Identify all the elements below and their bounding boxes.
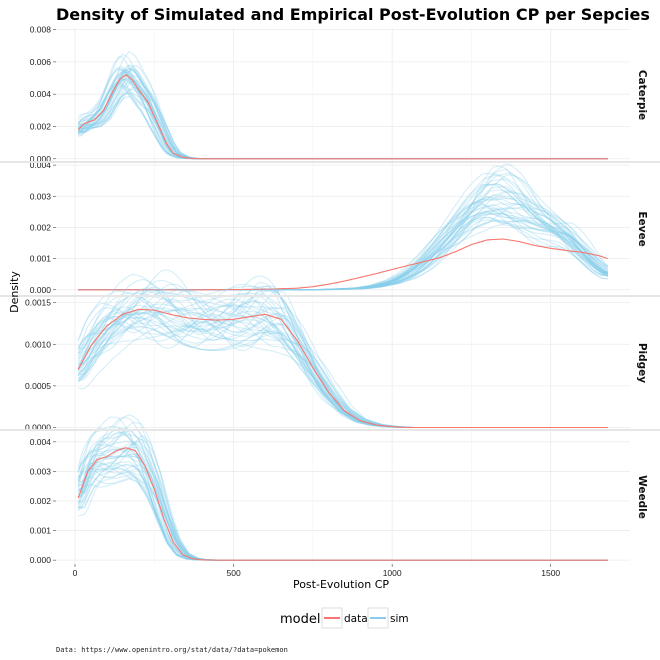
panel-background — [56, 28, 630, 162]
panel-background — [56, 162, 630, 296]
y-tick-label: 0.0000 — [25, 423, 51, 433]
y-tick-label: 0.004 — [30, 437, 52, 447]
y-tick-label: 0.003 — [30, 466, 52, 476]
caption: Data: https://www.openintro.org/stat/dat… — [56, 646, 288, 654]
facet-strip: Caterpie — [630, 28, 660, 162]
strip-background — [630, 28, 660, 162]
facet-strip: Pidgey — [630, 296, 660, 430]
y-tick-label: 0.002 — [30, 222, 52, 232]
strip-background — [630, 430, 660, 564]
legend: model data sim — [280, 607, 409, 629]
chart-title: Density of Simulated and Empirical Post-… — [56, 5, 650, 24]
x-tick-label: 1500 — [541, 568, 560, 578]
y-tick-label: 0.002 — [30, 496, 52, 506]
strip-background — [630, 162, 660, 296]
y-tick-label: 0.008 — [30, 25, 52, 35]
y-tick-label: 0.000 — [30, 285, 52, 295]
panel-background — [56, 296, 630, 430]
x-tick-label: 500 — [226, 568, 240, 578]
y-tick-label: 0.000 — [30, 154, 52, 164]
y-tick-label: 0.003 — [30, 191, 52, 201]
y-tick-label: 0.006 — [30, 57, 52, 67]
facet-strip: Eevee — [630, 162, 660, 296]
panel-caterpie: 0.000 0.002 0.004 0.006 0.008 Caterpie — [30, 25, 660, 164]
data-curve — [77, 447, 608, 561]
y-tick-label: 0.000 — [30, 555, 52, 565]
y-tick-label: 0.004 — [30, 89, 52, 99]
y-tick-label: 0.001 — [30, 526, 52, 536]
x-axis-label: Post-Evolution CP — [293, 578, 389, 591]
panel-background — [56, 430, 630, 564]
facet-panels: 0.0000.0020.0040.0060.008Caterpie0.0000.… — [0, 25, 660, 578]
data-curve — [77, 74, 608, 160]
x-tick-label: 0 — [73, 568, 78, 578]
y-tick-label: 0.004 — [30, 160, 52, 170]
legend-title: model — [280, 612, 320, 627]
legend-label-data: data — [344, 613, 368, 625]
y-tick-label: 0.0015 — [25, 298, 51, 308]
y-tick-label: 0.002 — [30, 121, 52, 131]
strip-label: Eevee — [636, 211, 648, 246]
data-curve — [78, 238, 608, 291]
data-curve — [77, 308, 608, 429]
panel-eevee: 0.000 0.001 0.002 0.003 0.004 Eevee — [30, 160, 660, 296]
panel-weedle: 0.000 0.001 0.002 0.003 0.004 Weedle — [30, 414, 660, 565]
strip-label: Caterpie — [636, 70, 648, 120]
legend-label-sim: sim — [390, 613, 409, 625]
panel-pidgey: 0.0000 0.0005 0.0010 0.0015 Pidgey — [25, 269, 660, 433]
y-tick-label: 0.0005 — [25, 381, 51, 391]
y-tick-label: 0.001 — [30, 254, 52, 264]
strip-label: Weedle — [636, 475, 648, 519]
x-tick-label: 1000 — [383, 568, 402, 578]
strip-label: Pidgey — [636, 343, 648, 383]
y-tick-label: 0.0010 — [25, 339, 51, 349]
y-axis-label: Density — [8, 271, 21, 313]
x-axis: 0 500 1000 1500 — [73, 564, 560, 578]
facet-strip: Weedle — [630, 430, 660, 564]
strip-background — [630, 296, 660, 430]
